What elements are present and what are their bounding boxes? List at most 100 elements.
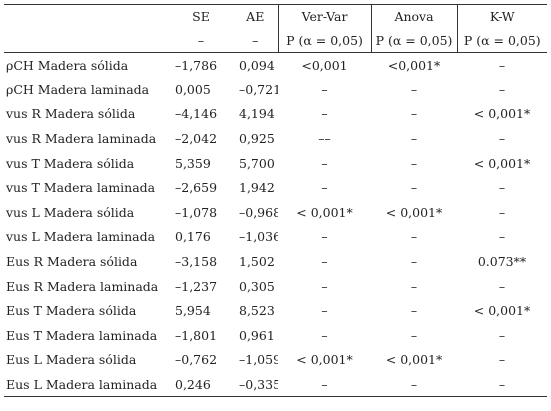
- cell-ae: –0,335: [233, 372, 278, 398]
- cell-ver-var: < 0,001*: [296, 352, 353, 368]
- subheader-ver-var: P (α = 0,05): [277, 28, 371, 53]
- cell-ver-var: ––: [318, 131, 331, 147]
- row-label: Eus T Madera laminada: [6, 327, 158, 343]
- cell-anova: –: [410, 229, 418, 245]
- table-row: ρCH Madera sólida –1,786 0,094 <0,001 <0…: [4, 53, 547, 78]
- cell-se: 0,246: [169, 372, 233, 398]
- table-row: Eus L Madera sólida –0,762 –1,059 < 0,00…: [4, 348, 547, 373]
- table-row: Eus R Madera sólida –3,158 1,502 – – 0.0…: [4, 249, 547, 274]
- cell-kw: –: [498, 131, 506, 147]
- cell-kw: < 0,001*: [473, 155, 531, 171]
- table-row: Eus T Madera laminada –1,801 0,961 – – –: [4, 323, 547, 348]
- cell-se: 5,954: [175, 303, 211, 319]
- cell-se: –1,801: [175, 327, 218, 343]
- row-label: ρCH Madera sólida: [6, 57, 129, 73]
- table-row: Eus T Madera sólida 5,954 8,523 – – < 0,…: [4, 298, 547, 323]
- table-row: vus T Madera sólida 5,359 5,700 – – < 0,…: [4, 151, 547, 176]
- cell-ver-var: –: [321, 106, 328, 122]
- cell-ver-var: –: [278, 372, 371, 398]
- cell-se: –1,237: [175, 278, 218, 294]
- header-anova: Anova: [370, 4, 457, 29]
- cell-kw: –: [498, 229, 506, 245]
- cell-ae: 5,700: [239, 155, 275, 171]
- cell-ae: 0,961: [239, 327, 275, 343]
- row-label: vus L Madera sólida: [6, 204, 135, 220]
- cell-kw: –: [498, 278, 506, 294]
- cell-ae: –0,968: [239, 204, 278, 220]
- row-label: Eus R Madera sólida: [6, 254, 138, 270]
- table-row: Eus R Madera laminada –1,237 0,305 – – –: [4, 274, 547, 299]
- cell-se: 0,176: [175, 229, 211, 245]
- subheader-se: –: [169, 28, 233, 53]
- cell-se: –4,146: [175, 106, 218, 122]
- subheader-ae: –: [233, 28, 278, 53]
- cell-anova: –: [410, 303, 418, 319]
- cell-kw: < 0,001*: [473, 106, 531, 122]
- cell-anova: –: [410, 254, 418, 270]
- cell-ae: 0,925: [239, 131, 275, 147]
- cell-anova: <0,001*: [387, 57, 441, 73]
- cell-anova: –: [410, 155, 418, 171]
- cell-ae: 4,194: [239, 106, 275, 122]
- cell-ver-var: –: [321, 180, 328, 196]
- row-label: vus L Madera laminada: [6, 229, 156, 245]
- header-ae: AE: [233, 4, 278, 29]
- cell-ver-var: <0,001: [301, 57, 348, 73]
- cell-ae: 1,942: [239, 180, 275, 196]
- cell-ver-var: –: [321, 229, 328, 245]
- subheader-kw: P (α = 0,05): [456, 28, 547, 53]
- table-row: vus R Madera laminada –2,042 0,925 –– – …: [4, 126, 547, 151]
- cell-anova: –: [410, 327, 418, 343]
- cell-se: –2,042: [175, 131, 218, 147]
- cell-ver-var: < 0,001*: [296, 204, 353, 220]
- cell-kw: –: [498, 180, 506, 196]
- cell-se: –3,158: [175, 254, 218, 270]
- cell-anova: < 0,001*: [385, 204, 443, 220]
- cell-kw: < 0,001*: [473, 303, 531, 319]
- cell-ae: –1,059: [239, 352, 278, 368]
- row-label: vus T Madera laminada: [6, 180, 156, 196]
- table-row: vus T Madera laminada –2,659 1,942 – – –: [4, 175, 547, 200]
- row-label: Eus R Madera laminada: [6, 278, 159, 294]
- cell-anova: < 0,001*: [385, 352, 443, 368]
- cell-ae: –1,036: [239, 229, 278, 245]
- cell-se: –0,762: [175, 352, 218, 368]
- row-label: Eus L Madera laminada: [4, 372, 169, 398]
- cell-se: –1,078: [175, 204, 218, 220]
- table-row: Eus L Madera laminada 0,246 –0,335 – – –: [4, 372, 547, 398]
- row-label: ρCH Madera laminada: [6, 81, 150, 97]
- cell-se: 5,359: [175, 155, 211, 171]
- header-ver-var: Ver-Var: [277, 4, 371, 29]
- cell-anova: –: [371, 372, 457, 398]
- table-body: ρCH Madera sólida –1,786 0,094 <0,001 <0…: [4, 53, 547, 398]
- cell-kw: –: [498, 352, 506, 368]
- cell-anova: –: [410, 131, 418, 147]
- cell-ae: 1,502: [239, 254, 275, 270]
- results-table: SE AE Ver-Var Anova K-W – – P (α = 0,05)…: [4, 4, 547, 398]
- cell-ver-var: –: [321, 278, 328, 294]
- cell-kw: –: [498, 81, 506, 97]
- row-label: vus R Madera laminada: [6, 131, 157, 147]
- cell-ae: 0,305: [239, 278, 275, 294]
- cell-kw: –: [498, 204, 506, 220]
- row-label: Eus T Madera sólida: [6, 303, 137, 319]
- results-table-wrapper: SE AE Ver-Var Anova K-W – – P (α = 0,05)…: [4, 4, 547, 398]
- cell-kw: 0.073**: [477, 254, 527, 270]
- cell-se: –2,659: [175, 180, 218, 196]
- header-row: SE AE Ver-Var Anova K-W: [4, 4, 547, 29]
- cell-ae: –0,721: [239, 81, 278, 97]
- cell-kw: –: [498, 57, 506, 73]
- cell-ae: 0,094: [239, 57, 275, 73]
- table-row: vus L Madera laminada 0,176 –1,036 – – –: [4, 225, 547, 250]
- cell-se: –1,786: [175, 57, 218, 73]
- cell-anova: –: [410, 81, 418, 97]
- table-header: SE AE Ver-Var Anova K-W – – P (α = 0,05)…: [4, 4, 547, 53]
- subheader-anova: P (α = 0,05): [370, 28, 457, 53]
- table-row: vus R Madera sólida –4,146 4,194 – – < 0…: [4, 102, 547, 127]
- cell-ver-var: –: [321, 303, 328, 319]
- cell-anova: –: [410, 106, 418, 122]
- row-label: vus R Madera sólida: [6, 106, 136, 122]
- cell-se: 0,005: [175, 81, 211, 97]
- cell-ver-var: –: [321, 254, 328, 270]
- header-kw: K-W: [456, 4, 547, 29]
